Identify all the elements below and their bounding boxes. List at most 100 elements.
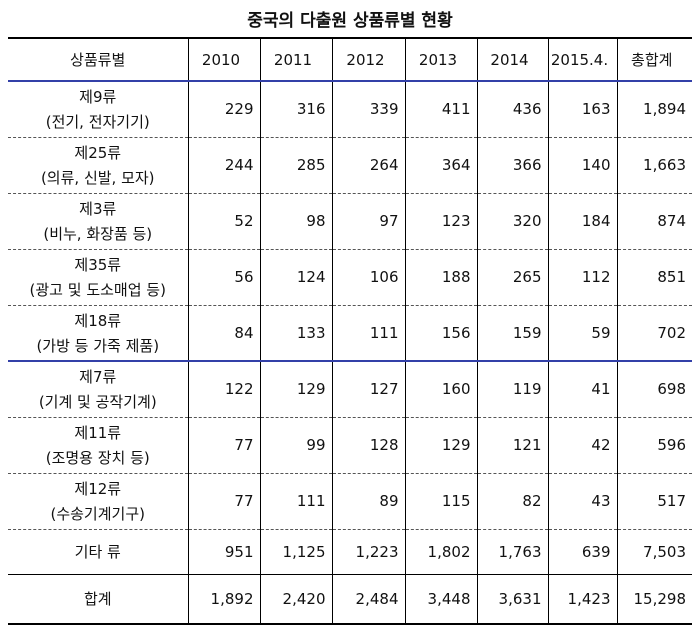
value-cell: 42 — [547, 417, 617, 473]
value-cell: 43 — [547, 473, 617, 529]
value-cell: 122 — [187, 361, 260, 417]
value-cell: 320 — [476, 193, 548, 249]
value-cell: 56 — [187, 249, 260, 305]
value-cell: 265 — [476, 249, 548, 305]
header-row: 상품류별 2010 2011 2012 2013 2014 2015.4. 총합계 — [8, 38, 692, 81]
category-name: 제12류 — [74, 480, 122, 498]
category-sub: (의류, 신발, 모자) — [40, 169, 155, 187]
value-cell: 89 — [331, 473, 405, 529]
value-cell: 115 — [404, 473, 477, 529]
value-cell: 121 — [476, 417, 548, 473]
value-cell: 517 — [616, 473, 692, 529]
category-name: 제35류 — [74, 256, 122, 274]
value-cell: 106 — [331, 249, 405, 305]
value-cell: 285 — [259, 137, 332, 193]
value-cell: 84 — [187, 305, 260, 361]
value-cell: 129 — [259, 361, 332, 417]
value-cell: 77 — [187, 473, 260, 529]
value-cell: 184 — [547, 193, 617, 249]
category-name: 제7류 — [79, 368, 117, 387]
title: 중국의 다출원 상품류별 현황 — [247, 11, 453, 31]
value-cell: 112 — [547, 249, 617, 305]
category-sub: (비누, 화장품 등) — [43, 225, 153, 243]
value-cell: 2,484 — [331, 574, 405, 624]
value-cell: 1,423 — [547, 574, 617, 624]
value-cell: 436 — [476, 81, 548, 137]
value-cell: 339 — [331, 81, 405, 137]
value-cell: 97 — [331, 193, 405, 249]
table-row: 제35류 (광고 및 도소매업 등) 56 124 106 188 265 112 851 — [8, 249, 692, 305]
value-cell: 98 — [259, 193, 332, 249]
value-cell: 77 — [187, 417, 260, 473]
header-cell: 2014 — [476, 38, 548, 81]
table-row: 제18류 (가방 등 가죽 제품) 84 133 111 156 159 59 702 — [8, 305, 692, 361]
category-name: 제3류 — [79, 200, 117, 218]
header-cell: 2011 — [259, 38, 332, 81]
category-cell: 제18류 (가방 등 가죽 제품) — [8, 305, 188, 361]
table-row: 제25류 (의류, 신발, 모자) 244 285 264 364 366 140 1,663 — [8, 137, 692, 193]
value-cell: 316 — [259, 81, 332, 137]
value-cell: 99 — [259, 417, 332, 473]
value-cell: 1,763 — [476, 529, 548, 574]
value-cell: 244 — [187, 137, 260, 193]
category-cell: 제35류 (광고 및 도소매업 등) — [8, 249, 188, 305]
value-cell: 364 — [404, 137, 477, 193]
value-cell: 159 — [476, 305, 548, 361]
value-cell: 59 — [547, 305, 617, 361]
category-sub: (전기, 전자기기) — [45, 113, 150, 132]
table-row: 제12류 (수송기계기구) 77 111 89 115 82 43 517 — [8, 473, 692, 529]
category-sub: (수송기계기구) — [50, 505, 145, 523]
category-cell: 제7류 (기계 및 공작기계) — [8, 361, 188, 417]
table-row: 제11류 (조명용 장치 등) 77 99 128 129 121 42 596 — [8, 417, 692, 473]
value-cell: 129 — [404, 417, 477, 473]
value-cell: 52 — [187, 193, 260, 249]
value-cell: 111 — [259, 473, 332, 529]
value-cell: 119 — [476, 361, 548, 417]
value-cell: 1,663 — [616, 137, 692, 193]
value-cell: 163 — [547, 81, 617, 137]
value-cell: 596 — [616, 417, 692, 473]
value-cell: 264 — [331, 137, 405, 193]
category-name: 제18류 — [74, 311, 122, 330]
value-cell: 2,420 — [259, 574, 332, 624]
value-cell: 3,448 — [404, 574, 477, 624]
value-cell: 851 — [616, 249, 692, 305]
header-cell: 2015.4. — [547, 38, 617, 81]
table-row: 제7류 (기계 및 공작기계) 122 129 127 160 119 41 698 — [8, 361, 692, 417]
category-cell: 제12류 (수송기계기구) — [8, 473, 188, 529]
category-name: 합계 — [83, 590, 112, 609]
header-cell: 2010 — [187, 38, 260, 81]
value-cell: 1,894 — [616, 81, 692, 137]
header-cell: 2012 — [331, 38, 405, 81]
value-cell: 1,223 — [331, 529, 405, 574]
value-cell: 229 — [187, 81, 260, 137]
value-cell: 123 — [404, 193, 477, 249]
value-cell: 1,125 — [259, 529, 332, 574]
value-cell: 1,802 — [404, 529, 477, 574]
value-cell: 698 — [616, 361, 692, 417]
header-cell: 2013 — [404, 38, 477, 81]
category-sub: (광고 및 도소매업 등) — [29, 281, 166, 299]
value-cell: 3,631 — [476, 574, 548, 624]
value-cell: 160 — [404, 361, 477, 417]
category-cell: 제25류 (의류, 신발, 모자) — [8, 137, 188, 193]
value-cell: 874 — [616, 193, 692, 249]
value-cell: 124 — [259, 249, 332, 305]
value-cell: 188 — [404, 249, 477, 305]
table: 상품류별 2010 2011 2012 2013 2014 2015.4. 총합계 제9류 (전… — [8, 37, 692, 625]
category-sub: (조명용 장치 등) — [45, 449, 150, 467]
table-row: 합계 1,892 2,420 2,484 3,448 3,631 1,423 15,298 — [8, 574, 692, 624]
table-row: 제9류 (전기, 전자기기) 229 316 339 411 436 163 1,894 — [8, 81, 692, 137]
category-cell: 합계 — [8, 574, 188, 624]
value-cell: 702 — [616, 305, 692, 361]
category-name: 제11류 — [74, 424, 122, 442]
value-cell: 128 — [331, 417, 405, 473]
value-cell: 639 — [547, 529, 617, 574]
value-cell: 7,503 — [616, 529, 692, 574]
header-cell: 총합계 — [616, 38, 692, 81]
category-name: 기타 류 — [74, 543, 121, 561]
table-row: 제3류 (비누, 화장품 등) 52 98 97 123 320 184 874 — [8, 193, 692, 249]
value-cell: 41 — [547, 361, 617, 417]
value-cell: 411 — [404, 81, 477, 137]
